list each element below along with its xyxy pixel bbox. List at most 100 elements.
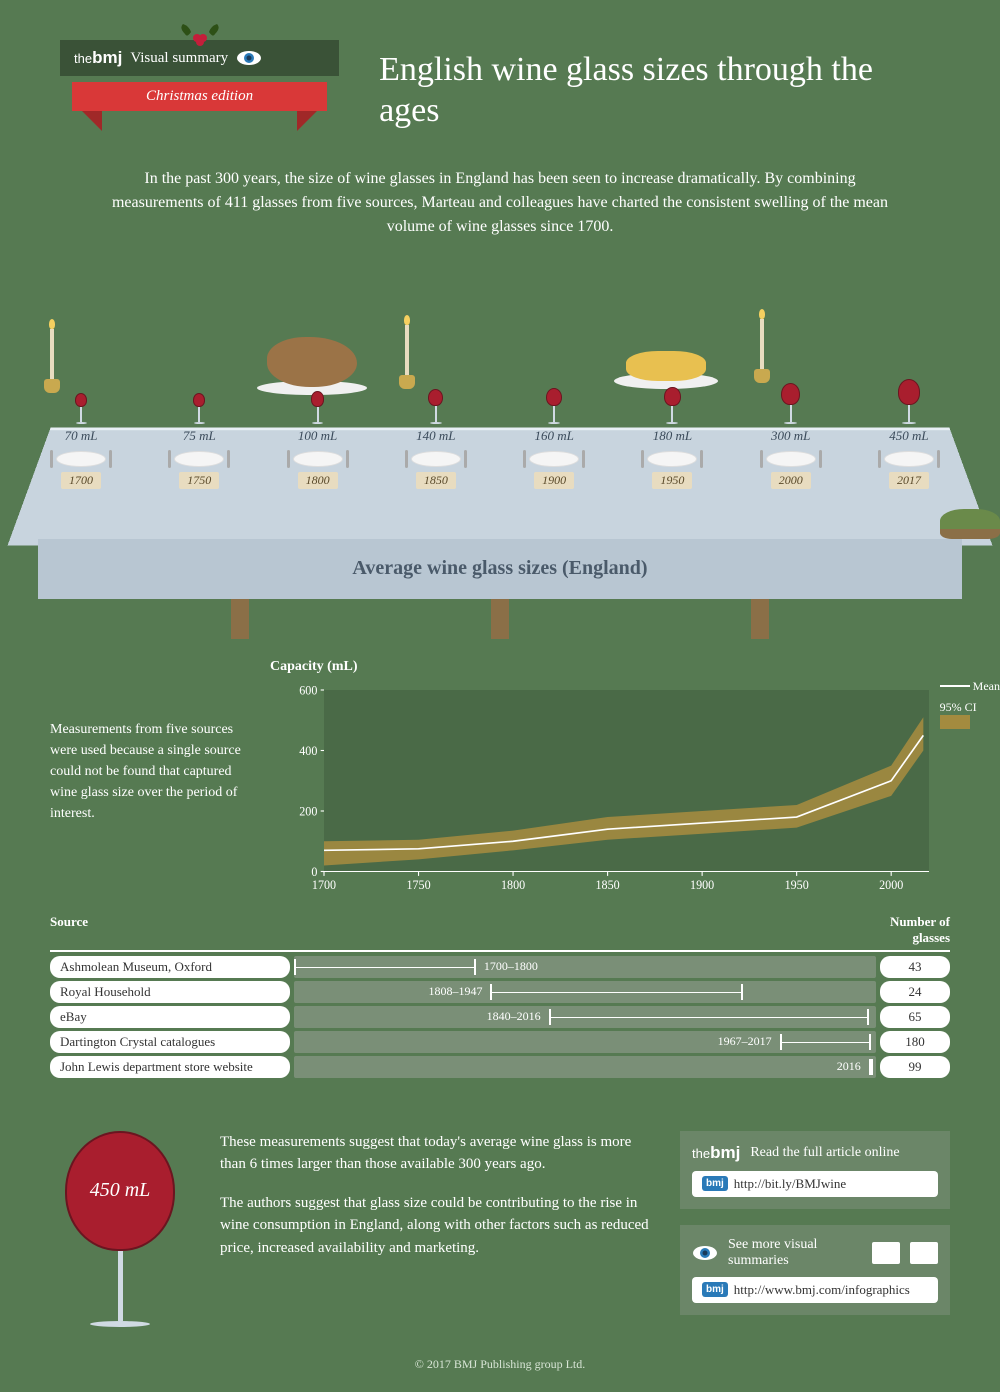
svg-text:1800: 1800 — [501, 878, 525, 892]
wine-glass-icon — [428, 389, 443, 424]
table-leg — [751, 599, 769, 639]
candle-icon — [399, 315, 415, 389]
plate-row — [50, 450, 112, 468]
sources-table: Source Number of glasses Ashmolean Museu… — [0, 914, 1000, 1101]
table-front: Average wine glass sizes (England) — [38, 539, 962, 599]
chart-section: Measurements from five sources were used… — [0, 639, 1000, 914]
article-url[interactable]: bmj http://bit.ly/BMJwine — [692, 1171, 938, 1197]
svg-text:200: 200 — [299, 804, 317, 818]
volume-label: 100 mL — [298, 428, 337, 444]
source-range-bar — [780, 1034, 871, 1050]
fork-icon — [760, 450, 763, 468]
svg-text:400: 400 — [299, 743, 317, 757]
legend-mean: Mean — [940, 679, 1000, 694]
turkey-icon — [267, 337, 357, 387]
source-range: 2016 — [294, 1056, 876, 1078]
source-range-label: 1700–1800 — [484, 959, 538, 974]
svg-text:1900: 1900 — [690, 878, 714, 892]
source-range-bar — [294, 959, 476, 975]
table-illustration: 70 mL170075 mL1750100 mL1800140 mL185016… — [30, 289, 970, 639]
candle-icon — [754, 309, 770, 383]
conclusion-p2: The authors suggest that glass size coul… — [220, 1192, 650, 1260]
footer: © 2017 BMJ Publishing group Ltd. — [0, 1347, 1000, 1392]
year-tag: 1850 — [416, 472, 456, 489]
legend-ci-label: 95% CI — [940, 700, 977, 714]
sources-header-source: Source — [50, 914, 290, 946]
source-name: Dartington Crystal catalogues — [50, 1031, 290, 1053]
plate-row — [168, 450, 230, 468]
place-setting: 70 mL1700 — [50, 393, 112, 489]
plate-row — [523, 450, 585, 468]
glass-settings: 70 mL170075 mL1750100 mL1800140 mL185016… — [50, 379, 940, 490]
page-title: English wine glass sizes through the age… — [379, 50, 940, 132]
source-range-bar — [490, 984, 743, 1000]
plate-icon — [174, 451, 224, 467]
big-glass-bowl: 450 mL — [65, 1131, 175, 1251]
source-range-label: 1967–2017 — [718, 1034, 772, 1049]
spoon-icon — [346, 450, 349, 468]
legend-ci: 95% CI — [940, 700, 1000, 733]
source-count: 65 — [880, 1006, 950, 1028]
fork-icon — [523, 450, 526, 468]
svg-text:1950: 1950 — [785, 878, 809, 892]
source-range-bar — [869, 1059, 873, 1075]
chart-legend: Mean 95% CI — [940, 679, 1000, 733]
eye-icon — [692, 1244, 718, 1262]
chart-area: Capacity (mL) 02004006001700175018001850… — [270, 659, 950, 904]
place-setting: 180 mL1950 — [641, 387, 703, 489]
plate-icon — [56, 451, 106, 467]
spoon-icon — [819, 450, 822, 468]
plate-row — [405, 450, 467, 468]
summaries-link-label: See more visual summaries — [728, 1237, 862, 1269]
table-legs — [30, 599, 970, 639]
source-name: Ashmolean Museum, Oxford — [50, 956, 290, 978]
summaries-link-head: See more visual summaries — [692, 1237, 938, 1269]
svg-text:1750: 1750 — [406, 878, 430, 892]
big-wine-glass: 450 mL — [50, 1131, 190, 1327]
spoon-icon — [582, 450, 585, 468]
visual-summary-label: Visual summary — [130, 50, 228, 67]
year-tag: 2017 — [889, 472, 929, 489]
intro-text: In the past 300 years, the size of wine … — [0, 152, 1000, 269]
source-name: John Lewis department store website — [50, 1056, 290, 1078]
plate-icon — [647, 451, 697, 467]
eye-icon — [236, 49, 262, 67]
article-url-text: http://bit.ly/BMJwine — [734, 1176, 846, 1192]
svg-text:1850: 1850 — [596, 878, 620, 892]
plate-row — [878, 450, 940, 468]
source-range: 1700–1800 — [294, 956, 876, 978]
year-tag: 2000 — [771, 472, 811, 489]
thumbnail-icon — [872, 1242, 900, 1264]
wine-glass-icon — [898, 379, 920, 425]
big-glass-base — [90, 1321, 150, 1327]
volume-label: 140 mL — [416, 428, 455, 444]
fork-icon — [287, 450, 290, 468]
article-link-head: thebmj Read the full article online — [692, 1143, 938, 1163]
source-range-label: 1840–2016 — [487, 1009, 541, 1024]
summaries-url-text: http://www.bmj.com/infographics — [734, 1282, 910, 1298]
year-tag: 1950 — [652, 472, 692, 489]
plate-icon — [529, 451, 579, 467]
place-setting: 160 mL 1900 — [523, 388, 585, 489]
year-tag: 1900 — [534, 472, 574, 489]
source-row: John Lewis department store website20169… — [50, 1056, 950, 1078]
spoon-icon — [227, 450, 230, 468]
summaries-url[interactable]: bmj http://www.bmj.com/infographics — [692, 1277, 938, 1303]
volume-label: 160 mL — [534, 428, 573, 444]
chart-y-label: Capacity (mL) — [270, 659, 950, 675]
candle-icon — [44, 319, 60, 393]
source-range-label: 2016 — [837, 1059, 861, 1074]
plate-row — [760, 450, 822, 468]
edition-ribbon: Christmas edition — [72, 82, 327, 111]
logo-bmj: bmj — [92, 48, 122, 67]
spoon-icon — [109, 450, 112, 468]
place-setting: 140 mL 1850 — [405, 389, 467, 489]
plate-icon — [884, 451, 934, 467]
bmj-logo: thebmj — [74, 48, 122, 68]
source-range: 1967–2017 — [294, 1031, 876, 1053]
place-setting: 75 mL1750 — [168, 393, 230, 489]
fork-icon — [641, 450, 644, 468]
source-name: Royal Household — [50, 981, 290, 1003]
bmj-badge-icon: bmj — [702, 1176, 728, 1191]
legend-mean-label: Mean — [973, 679, 1000, 693]
